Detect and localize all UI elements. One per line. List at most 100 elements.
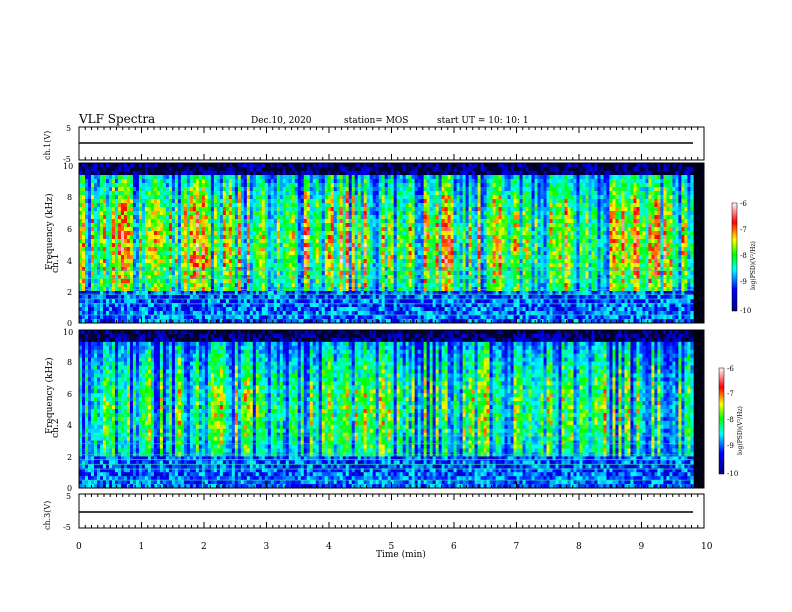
- spectrogram-cell: [267, 167, 272, 172]
- spectrogram-cell: [135, 163, 140, 168]
- spectrogram-cell: [79, 187, 83, 192]
- spectrogram-cell: [90, 163, 95, 168]
- spectrogram-cell: [135, 211, 140, 216]
- spectrogram-cell: [429, 319, 433, 324]
- spectrogram-cell: [183, 291, 188, 296]
- spectrogram-cell: [369, 303, 373, 308]
- spectrogram-cell: [135, 191, 140, 196]
- spectrogram-cell: [105, 223, 110, 228]
- spectrogram-cell: [177, 195, 182, 200]
- figure-title: VLF Spectra: [78, 112, 155, 126]
- spectrogram-cell: [189, 315, 194, 320]
- spectrogram-cell: [402, 223, 406, 228]
- spectrogram-cell: [324, 295, 329, 300]
- spectrogram-cell: [333, 275, 338, 280]
- spectrogram-cell: [432, 311, 436, 316]
- spectrogram-cell: [82, 211, 86, 216]
- spectrogram-cell: [87, 255, 92, 260]
- spectrogram-cell: [303, 179, 308, 184]
- spectrogram-cell: [123, 291, 128, 296]
- spectrogram-cell: [429, 295, 433, 300]
- spectrogram-cell: [162, 179, 167, 184]
- spectrogram-cell: [93, 227, 98, 232]
- spectrogram-cell: [252, 243, 257, 248]
- spectrogram-cell: [417, 263, 421, 268]
- spectrogram-cell: [222, 315, 227, 320]
- spectrogram-cell: [276, 299, 281, 304]
- spectrogram-cell: [195, 283, 200, 288]
- spectrogram-cell: [435, 199, 439, 204]
- spectrogram-cell: [198, 295, 203, 300]
- spectrogram-cell: [294, 263, 299, 268]
- spectrogram-cell: [141, 207, 146, 212]
- spectrogram-cell: [132, 171, 137, 176]
- spectrogram-cell: [390, 247, 394, 252]
- spectrogram-cell: [111, 311, 116, 316]
- spectrogram-cell: [297, 183, 302, 188]
- spectrogram-cell: [342, 231, 347, 236]
- spectrogram-cell: [189, 271, 194, 276]
- spectrogram-cell: [129, 219, 134, 224]
- spectrogram-cell: [414, 267, 418, 272]
- spectrogram-cell: [390, 259, 394, 264]
- spectrogram-cell: [423, 315, 427, 320]
- spectrogram-cell: [96, 299, 101, 304]
- spectrogram-cell: [381, 191, 385, 196]
- spectrogram-cell: [327, 203, 332, 208]
- spectrogram-cell: [423, 215, 427, 220]
- spectrogram-cell: [93, 303, 98, 308]
- spectrogram-cell: [99, 319, 104, 324]
- spectrogram-cell: [432, 283, 436, 288]
- spectrogram-cell: [336, 275, 341, 280]
- spectrogram-cell: [132, 183, 137, 188]
- spectrogram-cell: [231, 295, 236, 300]
- spectrogram-cell: [276, 163, 281, 168]
- spectrogram-cell: [219, 219, 224, 224]
- spectrogram-cell: [180, 315, 185, 320]
- spectrogram-cell: [333, 267, 338, 272]
- spectrogram-cell: [216, 283, 221, 288]
- spectrogram-cell: [429, 271, 433, 276]
- spectrogram-cell: [117, 187, 122, 192]
- spectrogram-cell: [237, 279, 242, 284]
- spectrogram-cell: [306, 275, 311, 280]
- spectrogram-cell: [84, 195, 89, 200]
- spectrogram-cell: [120, 263, 125, 268]
- spectrogram-cell: [144, 319, 149, 324]
- spectrogram-cell: [117, 175, 122, 180]
- spectrogram-cell: [363, 295, 368, 300]
- spectrogram-cell: [219, 279, 224, 284]
- spectrogram-cell: [195, 243, 200, 248]
- spectrogram-cell: [423, 271, 427, 276]
- spectrogram-cell: [339, 219, 344, 224]
- spectrogram-cell: [270, 195, 275, 200]
- spectrogram-cell: [165, 247, 170, 252]
- spectrogram-cell: [363, 179, 368, 184]
- spectrogram-cell: [306, 199, 311, 204]
- spectrogram-cell: [378, 291, 382, 296]
- spectrogram-cell: [90, 263, 95, 268]
- spectrogram-cell: [435, 203, 439, 208]
- spectrogram-cell: [306, 187, 311, 192]
- spectrogram-cell: [411, 215, 415, 220]
- spectrogram-cell: [162, 211, 167, 216]
- spectrogram-cell: [240, 307, 245, 312]
- spectrogram-cell: [177, 183, 182, 188]
- spectrogram-cell: [150, 227, 155, 232]
- spectrogram-cell: [402, 187, 406, 192]
- spectrogram-cell: [216, 279, 221, 284]
- spectrogram-cell: [162, 175, 167, 180]
- spectrogram-cell: [258, 211, 263, 216]
- spectrogram-cell: [369, 219, 373, 224]
- spectrogram-cell: [390, 271, 394, 276]
- spectrogram-cell: [144, 175, 149, 180]
- spectrogram-cell: [351, 295, 356, 300]
- spectrogram-cell: [270, 267, 275, 272]
- spectrogram-cell: [120, 175, 125, 180]
- spectrogram-cell: [423, 279, 427, 284]
- spectrogram-cell: [82, 207, 86, 212]
- spectrogram-cell: [336, 195, 341, 200]
- spectrogram-cell: [90, 211, 95, 216]
- spectrogram-cell: [102, 191, 107, 196]
- spectrogram-cell: [261, 235, 266, 240]
